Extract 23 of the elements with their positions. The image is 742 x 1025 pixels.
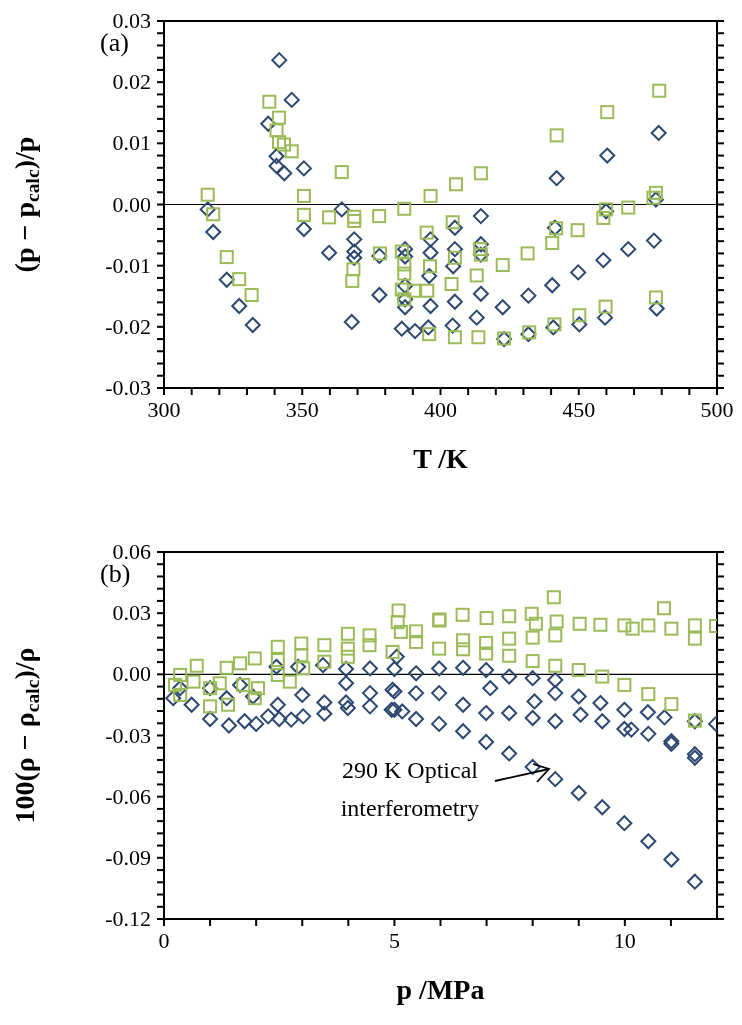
y-tick-label: 0.00 bbox=[112, 191, 151, 217]
y-tick-label: -0.03 bbox=[105, 375, 151, 400]
y-tick-label: -0.02 bbox=[105, 313, 151, 339]
annotation: 290 K Optical interferometry bbox=[339, 756, 481, 823]
x-tick-label: 400 bbox=[424, 397, 457, 422]
x-tick-label: 500 bbox=[700, 397, 734, 422]
x-tick-label: 5 bbox=[388, 928, 400, 953]
y-tick-label: -0.06 bbox=[105, 783, 151, 809]
x-tick-label: 450 bbox=[562, 397, 596, 422]
y-tick-label: -0.09 bbox=[105, 844, 151, 870]
y-tick-label: -0.12 bbox=[105, 906, 151, 931]
y-tick-label: -0.01 bbox=[105, 252, 151, 278]
x-tick-label: 10 bbox=[613, 928, 636, 953]
y-tick-label: 0.01 bbox=[112, 130, 151, 156]
y-tick-label: 0.00 bbox=[112, 661, 151, 687]
x-tick-label: 0 bbox=[158, 928, 170, 953]
x-tick-label: 300 bbox=[147, 397, 181, 422]
x-axis-title: p /MPa bbox=[396, 974, 485, 1005]
y-tick-label: 0.03 bbox=[112, 600, 151, 626]
y-tick-label: -0.03 bbox=[105, 722, 151, 748]
x-tick-label: 350 bbox=[285, 397, 319, 422]
y-tick-label: 0.02 bbox=[112, 69, 151, 95]
x-axis-title: T /K bbox=[413, 443, 469, 474]
